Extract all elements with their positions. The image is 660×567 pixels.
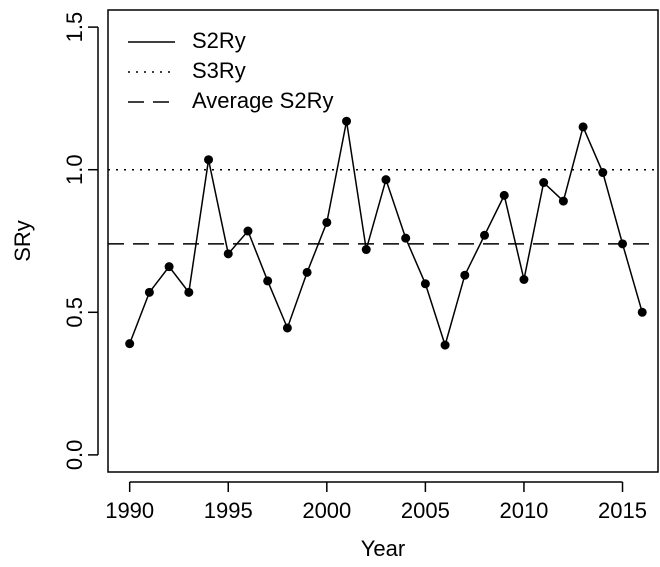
data-point: [164, 262, 174, 272]
data-point: [263, 276, 273, 286]
y-axis-label: SRy: [10, 220, 35, 262]
x-tick-label: 2010: [499, 498, 548, 523]
data-point: [381, 175, 391, 185]
data-point: [420, 279, 430, 289]
data-point: [282, 323, 292, 333]
legend-label: S2Ry: [192, 28, 246, 53]
legend-label: Average S2Ry: [192, 88, 333, 113]
legend-label: S3Ry: [192, 58, 246, 83]
x-tick-label: 1995: [204, 498, 253, 523]
x-axis-label: Year: [361, 536, 405, 561]
data-point: [243, 226, 253, 236]
data-point: [578, 122, 588, 132]
data-point: [144, 287, 154, 297]
data-point: [618, 239, 628, 249]
data-point: [460, 270, 470, 280]
data-point: [499, 190, 509, 200]
plot-box: [107, 9, 659, 473]
data-point: [184, 287, 194, 297]
data-point: [401, 233, 411, 243]
data-point: [519, 275, 529, 284]
y-tick-label: 0.5: [62, 297, 87, 328]
data-point: [125, 339, 135, 349]
data-point: [223, 249, 233, 259]
data-point: [558, 196, 568, 206]
data-point: [637, 307, 647, 317]
y-tick-label: 1.5: [62, 12, 87, 43]
data-point: [539, 178, 549, 188]
data-point: [598, 168, 608, 178]
x-tick-label: 2000: [302, 498, 351, 523]
data-point: [302, 267, 312, 277]
series-line: [128, 121, 643, 348]
x-tick-label: 2005: [401, 498, 450, 523]
data-point: [204, 155, 214, 165]
data-point: [440, 340, 450, 350]
data-point: [322, 217, 332, 227]
y-tick-label: 0.0: [62, 440, 87, 471]
y-tick-label: 1.0: [62, 154, 87, 185]
data-point: [480, 230, 490, 240]
data-point: [361, 245, 371, 255]
x-tick-label: 1990: [105, 498, 154, 523]
data-point: [342, 116, 352, 126]
x-tick-label: 2015: [598, 498, 647, 523]
